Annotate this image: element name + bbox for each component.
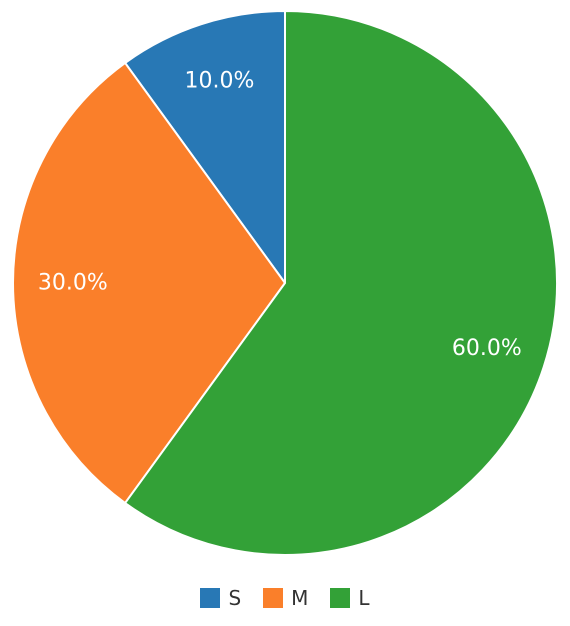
slice-l-label: 60.0%	[452, 336, 522, 361]
slice-s	[123, 9, 286, 287]
legend-swatch-s	[200, 588, 221, 608]
legend-item-m: M	[263, 586, 308, 610]
legend-label-m: M	[291, 586, 309, 610]
legend-swatch-l	[330, 588, 351, 608]
legend-swatch-m	[263, 588, 284, 608]
slice-l	[123, 9, 558, 556]
chart-legend: S M L	[0, 584, 570, 612]
legend-label-s: S	[228, 586, 242, 610]
legend-label-l: L	[358, 586, 370, 610]
pie-chart-plot: 10.0% 30.0% 60.0%	[11, 9, 558, 556]
legend-item-s: S	[200, 586, 241, 610]
slice-m	[11, 61, 287, 505]
slice-m-label: 30.0%	[38, 271, 108, 296]
slice-s-label: 10.0%	[184, 69, 254, 94]
legend-item-l: L	[330, 586, 370, 610]
